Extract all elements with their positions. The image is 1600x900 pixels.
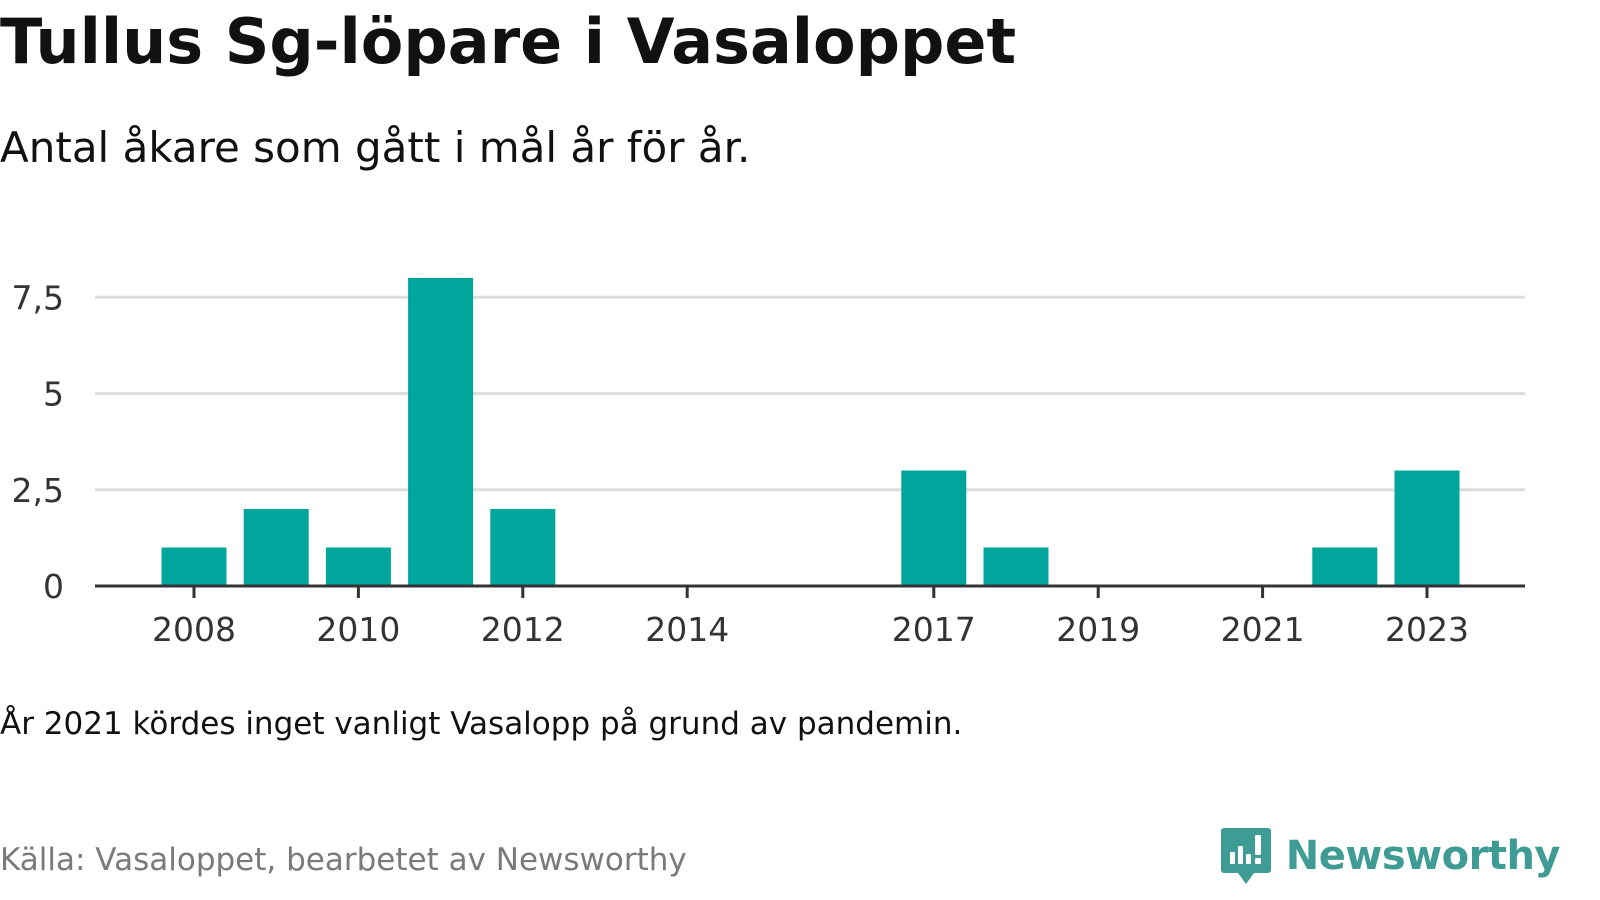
brand-name: Newsworthy [1285,833,1561,879]
chart-subtitle: Antal åkare som gått i mål år för år. [0,123,751,172]
bar-2023 [1394,470,1460,586]
bar-2018 [983,547,1049,586]
chart-note: År 2021 kördes inget vanligt Vasalopp på… [0,706,963,742]
x-tick-label: 2021 [1221,610,1305,649]
bar-2011 [408,278,474,586]
bar-2017 [901,470,967,586]
y-tick-label: 2,5 [12,471,64,510]
brand-logo: Newsworthy [1220,826,1561,886]
bar-2008 [161,547,227,586]
newsworthy-logo-icon [1220,828,1271,884]
x-tick-label: 2010 [316,610,400,649]
bar-chart: 0 2,5 5 7,5 2008 2010 2012 2014 2017 2019 2021 2023 [12,278,1525,649]
y-tick-label: 0 [43,567,64,606]
source-text: Källa: Vasaloppet, bearbetet av Newswort… [0,842,687,878]
x-tick-label: 2019 [1056,610,1140,649]
x-tick-label: 2014 [645,610,729,649]
x-tick-label: 2008 [152,610,236,649]
y-tick-label: 7,5 [12,278,64,317]
bar-2010 [325,547,391,586]
bar-2009 [243,509,309,586]
y-tick-label: 5 [43,375,64,414]
x-tick-label: 2023 [1385,610,1469,649]
x-tick-label: 2017 [892,610,976,649]
bar-2022 [1312,547,1378,586]
x-tick-label: 2012 [481,610,565,649]
bar-2012 [490,509,556,586]
chart-title: Tullus Sg-löpare i Vasaloppet [0,5,1017,78]
